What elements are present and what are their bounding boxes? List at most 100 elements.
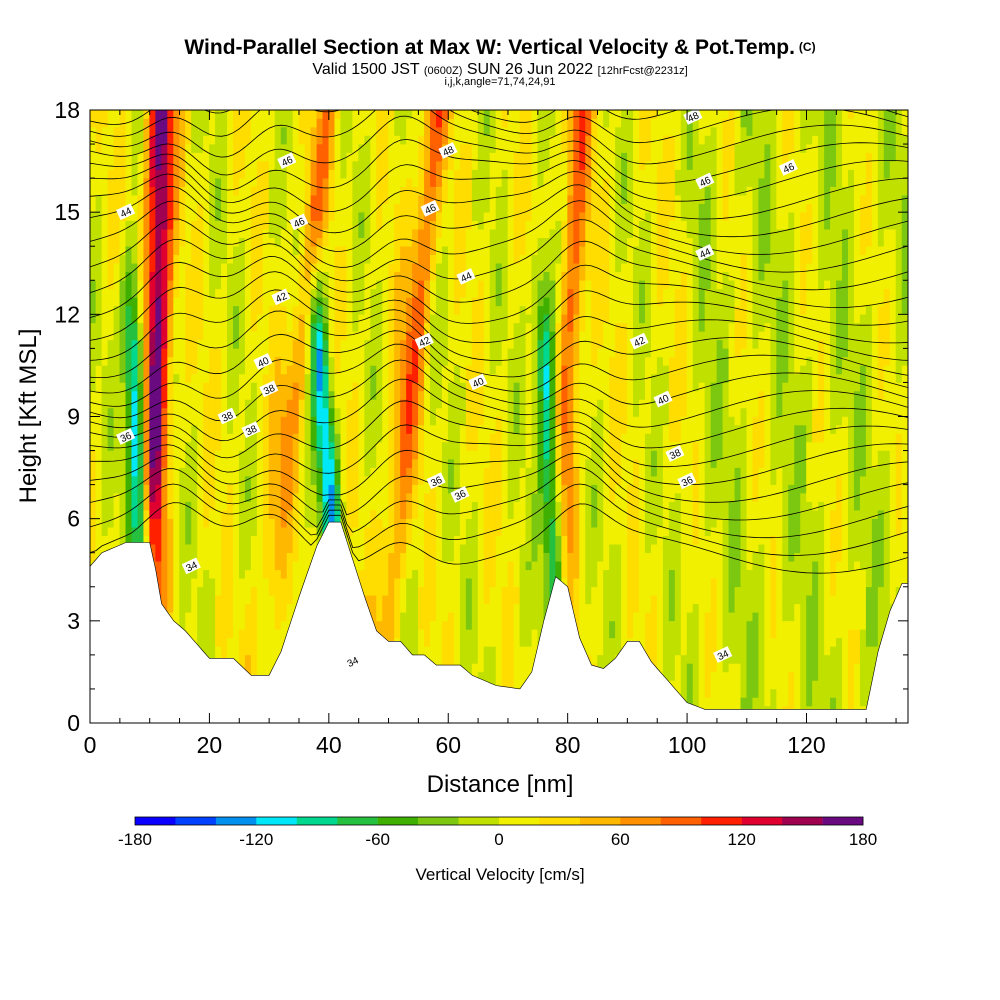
contour-label: 48 (462, 81, 482, 99)
contour-label: 38 (241, 421, 261, 438)
isentrope-line (90, 400, 908, 468)
isentrope-line (90, 159, 908, 220)
contour-label: 44 (695, 244, 715, 261)
contour-label: 48 (438, 142, 458, 159)
isentrope-line (90, 171, 908, 238)
colorbar-swatch (175, 817, 217, 825)
contour-label: 34 (181, 557, 201, 575)
contour-label: 38 (259, 380, 279, 398)
contour-label: 46 (778, 159, 798, 176)
isentrope-line (90, 289, 908, 361)
contour-label-text: 36 (119, 430, 134, 445)
x-tick-label: 120 (787, 732, 825, 758)
contour-label-text: 40 (256, 355, 271, 370)
isentrope-line (90, 218, 908, 291)
colorbar-swatch (822, 817, 864, 825)
x-tick-label: 0 (84, 732, 97, 758)
x-axis-label: Distance [nm] (427, 771, 574, 798)
contour-label-text: 38 (668, 447, 683, 462)
isentrope-line (90, 502, 908, 574)
y-axis-label: Height [Kft MSL] (15, 329, 42, 504)
chart-subtitle: Valid 1500 JST (0600Z) SUN 26 Jun 2022 [… (0, 61, 1000, 79)
isentrope-line (90, 184, 908, 255)
contour-label: 40 (468, 373, 488, 391)
contour-label-text: 46 (292, 216, 307, 231)
isentrope-line (90, 271, 908, 344)
contour-label: 34 (342, 652, 363, 670)
velocity-field (90, 110, 908, 723)
isentrope-line (90, 466, 908, 539)
subtitle-utc: (0600Z) (423, 65, 463, 77)
colorbar-swatch (579, 817, 621, 825)
chart-title: Wind-Parallel Section at Max W: Vertical… (184, 36, 816, 59)
contour-label: 40 (253, 353, 273, 370)
y-tick-label: 0 (67, 710, 80, 736)
colorbar-swatch (660, 817, 702, 825)
contour-label-text: 46 (280, 154, 295, 169)
contour-label-text: 42 (417, 335, 432, 350)
contour-label: 40 (653, 390, 673, 408)
contour-label-text: 40 (656, 393, 671, 408)
isentrope-line (90, 115, 908, 184)
contour-label-text: 38 (220, 410, 235, 425)
colorbar-tick-label: 120 (728, 830, 756, 849)
contour-label: 38 (665, 445, 685, 462)
contour-label: 46 (277, 152, 297, 169)
isentrope-line (90, 200, 908, 273)
contour-label: 42 (414, 332, 434, 350)
contour-label: 44 (456, 268, 476, 285)
subtitle-date: SUN 26 Jun 2022 (466, 61, 594, 78)
colorbar-swatch (539, 817, 581, 825)
contour-label-text: 36 (429, 475, 444, 490)
isentrope-line (90, 238, 908, 308)
y-tick-label: 12 (54, 301, 80, 327)
contour-label-text: 34 (346, 655, 361, 670)
y-tick-label: 18 (54, 97, 80, 123)
contour-label: 34 (713, 646, 733, 663)
y-tick-label: 15 (54, 199, 80, 225)
contour-label: 36 (677, 472, 697, 489)
colorbar-tick-label: 60 (611, 830, 630, 849)
contour-label-text: 44 (119, 206, 134, 221)
isentrope-line (90, 452, 908, 521)
isentrope-line (90, 441, 908, 503)
isentrope-line (90, 330, 908, 394)
contour-label-text: 40 (471, 376, 486, 391)
isentrope-line (90, 310, 908, 378)
colorbar-swatch (256, 817, 297, 825)
contour-label: 36 (450, 485, 470, 503)
colorbar-swatch (620, 817, 661, 825)
isentrope-line (90, 343, 908, 407)
colorbar-swatch (782, 817, 823, 825)
contour-label-text: 44 (698, 246, 713, 261)
contour-label-text: 48 (686, 110, 701, 125)
contour-label: 46 (695, 172, 715, 190)
x-tick-label: 20 (197, 732, 223, 758)
contour-label-text: 36 (453, 488, 468, 503)
colorbar-swatch (296, 817, 338, 825)
contour-label-text: 46 (782, 161, 797, 176)
colorbar-swatch (701, 817, 742, 825)
contour-label-text: 38 (244, 423, 259, 438)
colorbar-tick-label: -60 (365, 830, 390, 849)
x-tick-label: 60 (435, 732, 461, 758)
isentrope-line (90, 378, 908, 449)
colorbar-swatch (215, 817, 257, 825)
isentrope-line (90, 483, 908, 556)
contour-label-text: 44 (459, 270, 474, 285)
colorbar-tick-label: 180 (849, 830, 877, 849)
colorbar-swatch (499, 817, 540, 825)
contour-label-text: 42 (632, 335, 647, 350)
colorbar-frame (134, 816, 864, 826)
colorbar-swatch (135, 817, 176, 825)
contour-label-text: 48 (465, 83, 480, 98)
isentrope-line (90, 256, 908, 326)
contour-label-text: 48 (441, 144, 456, 159)
colorbar-swatch (741, 817, 783, 825)
theta-contours (90, 110, 908, 574)
colorbar-tick-label: -180 (118, 830, 152, 849)
contour-label: 36 (116, 428, 136, 445)
contour-label-text: 38 (262, 383, 277, 398)
contour-label: 48 (683, 110, 703, 125)
